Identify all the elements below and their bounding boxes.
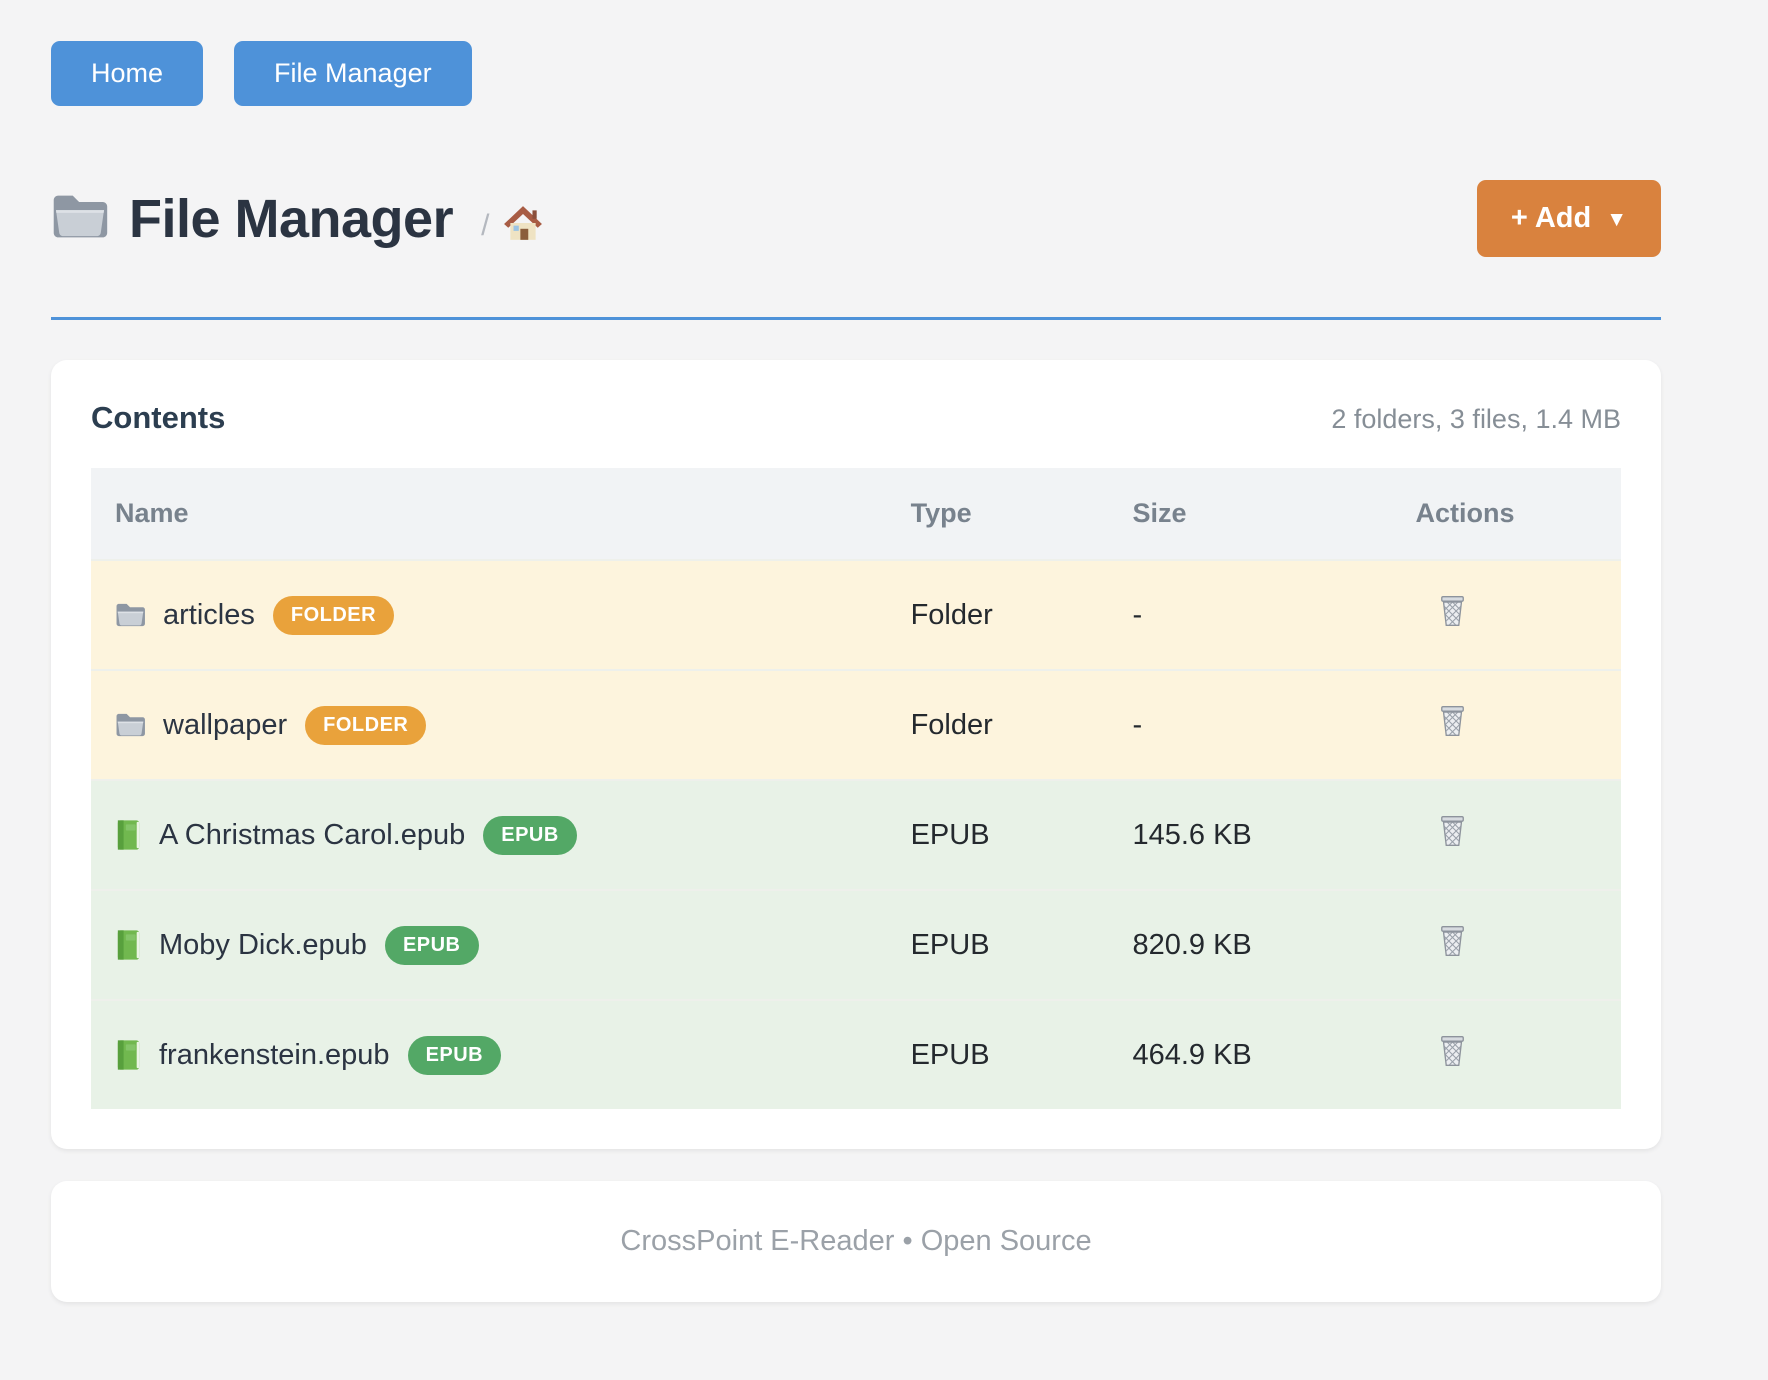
page-title: File Manager	[129, 188, 454, 249]
type-cell: EPUB	[886, 889, 1109, 1000]
contents-card-header: Contents 2 folders, 3 files, 1.4 MB	[91, 400, 1621, 436]
table-row: frankenstein.epub EPUB EPUB 464.9 KB	[91, 999, 1621, 1109]
nav-button-file-manager[interactable]: File Manager	[234, 41, 472, 106]
contents-card: Contents 2 folders, 3 files, 1.4 MB Name…	[51, 360, 1661, 1149]
nav-button-home[interactable]: Home	[51, 41, 204, 106]
item-name[interactable]: A Christmas Carol.epub	[159, 818, 466, 851]
delete-button[interactable]	[1415, 814, 1468, 848]
contents-title: Contents	[91, 400, 226, 435]
folder-icon	[115, 712, 146, 738]
type-cell: EPUB	[886, 999, 1109, 1109]
size-cell: -	[1108, 559, 1392, 670]
type-badge: FOLDER	[305, 705, 427, 745]
type-cell: Folder	[886, 669, 1109, 780]
book-icon	[115, 819, 142, 851]
delete-button[interactable]	[1415, 704, 1468, 738]
folder-icon	[115, 602, 146, 628]
trash-icon	[1437, 726, 1468, 741]
top-nav: Home File Manager	[51, 41, 1661, 106]
trash-icon	[1437, 1056, 1468, 1071]
size-cell: 145.6 KB	[1108, 779, 1392, 890]
book-icon	[115, 929, 142, 961]
item-name[interactable]: wallpaper	[163, 708, 288, 741]
table-row: A Christmas Carol.epub EPUB EPUB 145.6 K…	[91, 779, 1621, 890]
trash-icon	[1437, 836, 1468, 851]
breadcrumb: /	[481, 204, 543, 247]
column-header-size: Size	[1108, 468, 1392, 560]
size-cell: -	[1108, 669, 1392, 780]
footer-text: CrossPoint E-Reader • Open Source	[620, 1225, 1092, 1257]
column-header-actions: Actions	[1391, 468, 1621, 560]
type-badge: EPUB	[384, 925, 479, 965]
item-name[interactable]: articles	[163, 598, 255, 631]
title-row: File Manager /	[51, 188, 543, 250]
item-name[interactable]: Moby Dick.epub	[159, 928, 367, 961]
home-icon[interactable]	[503, 204, 543, 247]
type-cell: Folder	[886, 559, 1109, 670]
type-badge: FOLDER	[272, 595, 395, 635]
accent-divider	[51, 317, 1661, 320]
trash-icon	[1437, 616, 1468, 631]
table-header-row: Name Type Size Actions	[91, 468, 1621, 560]
type-cell: EPUB	[886, 779, 1109, 890]
delete-button[interactable]	[1415, 594, 1468, 628]
breadcrumb-separator: /	[481, 208, 490, 242]
add-button[interactable]: + Add ▼	[1476, 180, 1661, 257]
delete-button[interactable]	[1415, 924, 1468, 958]
chevron-down-icon: ▼	[1606, 207, 1627, 231]
trash-icon	[1437, 946, 1468, 961]
add-button-label: + Add	[1510, 202, 1592, 234]
delete-button[interactable]	[1415, 1034, 1468, 1068]
type-badge: EPUB	[407, 1035, 502, 1075]
size-cell: 464.9 KB	[1108, 999, 1392, 1109]
type-badge: EPUB	[483, 815, 577, 855]
table-row: Moby Dick.epub EPUB EPUB 820.9 KB	[91, 889, 1621, 1000]
files-table: Name Type Size Actions articles FOLDER F…	[91, 468, 1621, 1109]
size-cell: 820.9 KB	[1108, 889, 1392, 1000]
contents-summary: 2 folders, 3 files, 1.4 MB	[1331, 404, 1621, 434]
footer: CrossPoint E-Reader • Open Source	[51, 1181, 1661, 1302]
column-header-type: Type	[886, 468, 1109, 560]
table-row: articles FOLDER Folder -	[91, 559, 1621, 670]
book-icon	[115, 1039, 142, 1071]
folder-icon	[51, 192, 109, 246]
page-header: File Manager / + Add ▼	[51, 180, 1661, 257]
column-header-name: Name	[91, 468, 887, 560]
table-row: wallpaper FOLDER Folder -	[91, 669, 1621, 780]
item-name[interactable]: frankenstein.epub	[159, 1038, 390, 1071]
